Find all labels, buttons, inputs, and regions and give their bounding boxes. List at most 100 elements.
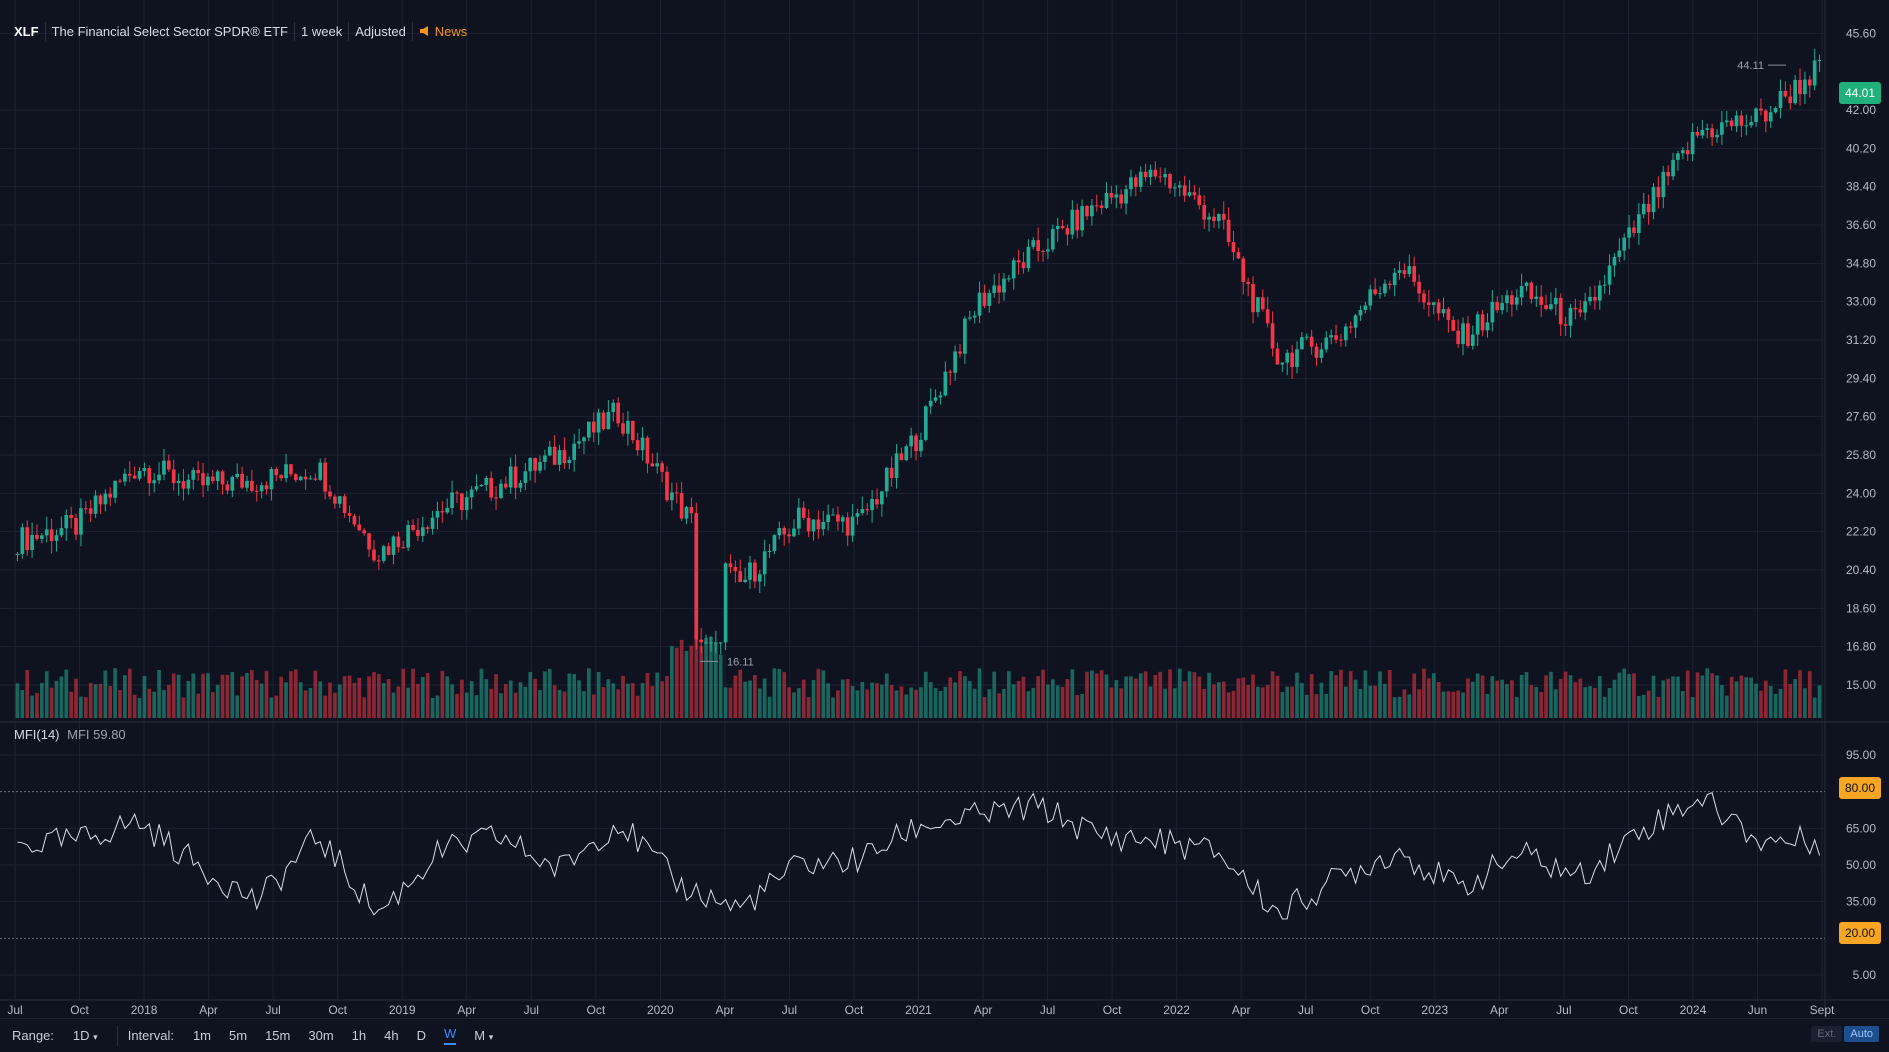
toolbar-divider: [116, 1025, 118, 1046]
candle-body: [821, 521, 826, 530]
volume-bar: [767, 696, 772, 718]
price-axis-label: 22.20: [1846, 525, 1876, 539]
candle-body: [1646, 203, 1651, 213]
interval-30m[interactable]: 30m: [308, 1028, 334, 1043]
volume-bar: [1138, 673, 1143, 718]
volume-bar: [445, 676, 450, 718]
candle-body: [958, 351, 962, 354]
volume-bar: [381, 683, 386, 718]
candle-body: [528, 457, 533, 472]
auto-button[interactable]: Auto: [1844, 1026, 1879, 1042]
volume-bar: [1470, 681, 1475, 718]
volume-bar: [621, 675, 625, 718]
volume-bar: [806, 697, 811, 718]
price-axis-label: 27.60: [1846, 410, 1876, 424]
candle-body: [1661, 171, 1666, 198]
candle-body: [508, 466, 513, 488]
candle-body: [166, 460, 171, 470]
volume-bar: [850, 685, 855, 718]
candle-body: [342, 496, 347, 514]
volume-bar: [469, 681, 474, 718]
candle-body: [93, 495, 98, 514]
candle-body: [792, 528, 796, 537]
volume-bar: [743, 681, 747, 718]
volume-bar: [196, 693, 200, 718]
time-axis-label: 2022: [1163, 1003, 1190, 1017]
volume-bar: [1031, 687, 1036, 718]
volume-bar: [1480, 675, 1485, 718]
candle-body: [20, 527, 25, 555]
candle-body: [1788, 96, 1793, 104]
candle-body: [1031, 240, 1036, 247]
volume-bar: [1466, 678, 1470, 718]
interval-1h[interactable]: 1h: [351, 1028, 367, 1043]
volume-bar: [1680, 691, 1685, 718]
volume-bar: [1798, 670, 1802, 718]
volume-bar: [1133, 678, 1138, 718]
volume-bar: [1046, 684, 1050, 718]
interval-5m[interactable]: 5m: [229, 1028, 248, 1043]
interval-m[interactable]: M ▾: [474, 1028, 493, 1043]
candle-body: [1090, 205, 1094, 217]
mfi-label[interactable]: MFI(14): [14, 727, 60, 742]
volume-bar: [811, 679, 816, 718]
candle-body: [1495, 302, 1500, 311]
time-axis-label: Oct: [70, 1003, 89, 1017]
candle-body: [1583, 301, 1587, 313]
candle-body: [538, 461, 542, 471]
volume-bar: [40, 683, 44, 718]
volume-bar: [508, 680, 513, 718]
volume-bar: [953, 682, 957, 718]
symbol-ticker[interactable]: XLF: [8, 21, 46, 41]
volume-bar: [977, 668, 982, 718]
interval-d[interactable]: D: [416, 1028, 426, 1043]
volume-bar: [1383, 683, 1387, 718]
volume-bar: [313, 670, 318, 718]
candle-body: [543, 455, 547, 462]
candle-body: [801, 507, 806, 518]
volume-bar: [1275, 675, 1280, 718]
volume-bar: [1011, 684, 1016, 718]
volume-bar: [386, 678, 391, 718]
interval-label[interactable]: 1 week: [295, 21, 350, 41]
volume-bar: [1724, 695, 1729, 718]
candle-body: [694, 513, 699, 640]
candle-body: [396, 536, 401, 548]
interval-15m[interactable]: 15m: [265, 1028, 291, 1043]
price-axis-label: 31.20: [1846, 333, 1876, 347]
volume-bar: [108, 685, 113, 718]
candle-body: [1695, 131, 1700, 136]
range-value: 1D: [72, 1028, 90, 1043]
interval-1m[interactable]: 1m: [192, 1028, 212, 1043]
volume-bar: [1544, 675, 1548, 718]
candle-body: [201, 473, 205, 486]
volume-bar: [709, 636, 713, 718]
mfi-value: MFI 59.80: [67, 727, 126, 742]
volume-bar: [1778, 688, 1783, 718]
candle-body: [298, 476, 303, 481]
candle-body: [1055, 226, 1060, 230]
volume-bar: [753, 675, 757, 718]
volume-bar: [201, 673, 205, 718]
candle-body: [650, 463, 655, 467]
price-axis-label: 20.40: [1846, 563, 1876, 577]
candle-body: [557, 450, 562, 465]
volume-bar: [220, 674, 225, 718]
candle-body: [889, 467, 894, 479]
candle-body: [494, 497, 498, 499]
volume-bar: [591, 694, 596, 718]
candle-body: [357, 524, 362, 531]
ext-button[interactable]: Ext.: [1811, 1026, 1843, 1042]
interval-w[interactable]: W: [444, 1026, 457, 1045]
volume-bar: [963, 676, 967, 718]
candle-body: [1373, 289, 1377, 295]
candle-body: [1480, 314, 1485, 331]
candle-body: [1002, 278, 1006, 293]
interval-4h[interactable]: 4h: [384, 1028, 399, 1043]
adjusted-label[interactable]: Adjusted: [349, 21, 413, 41]
news-toggle[interactable]: News: [413, 22, 474, 41]
range-dropdown[interactable]: 1D ▾: [73, 1028, 98, 1043]
candle-body: [274, 469, 279, 476]
candle-body: [1558, 297, 1563, 325]
